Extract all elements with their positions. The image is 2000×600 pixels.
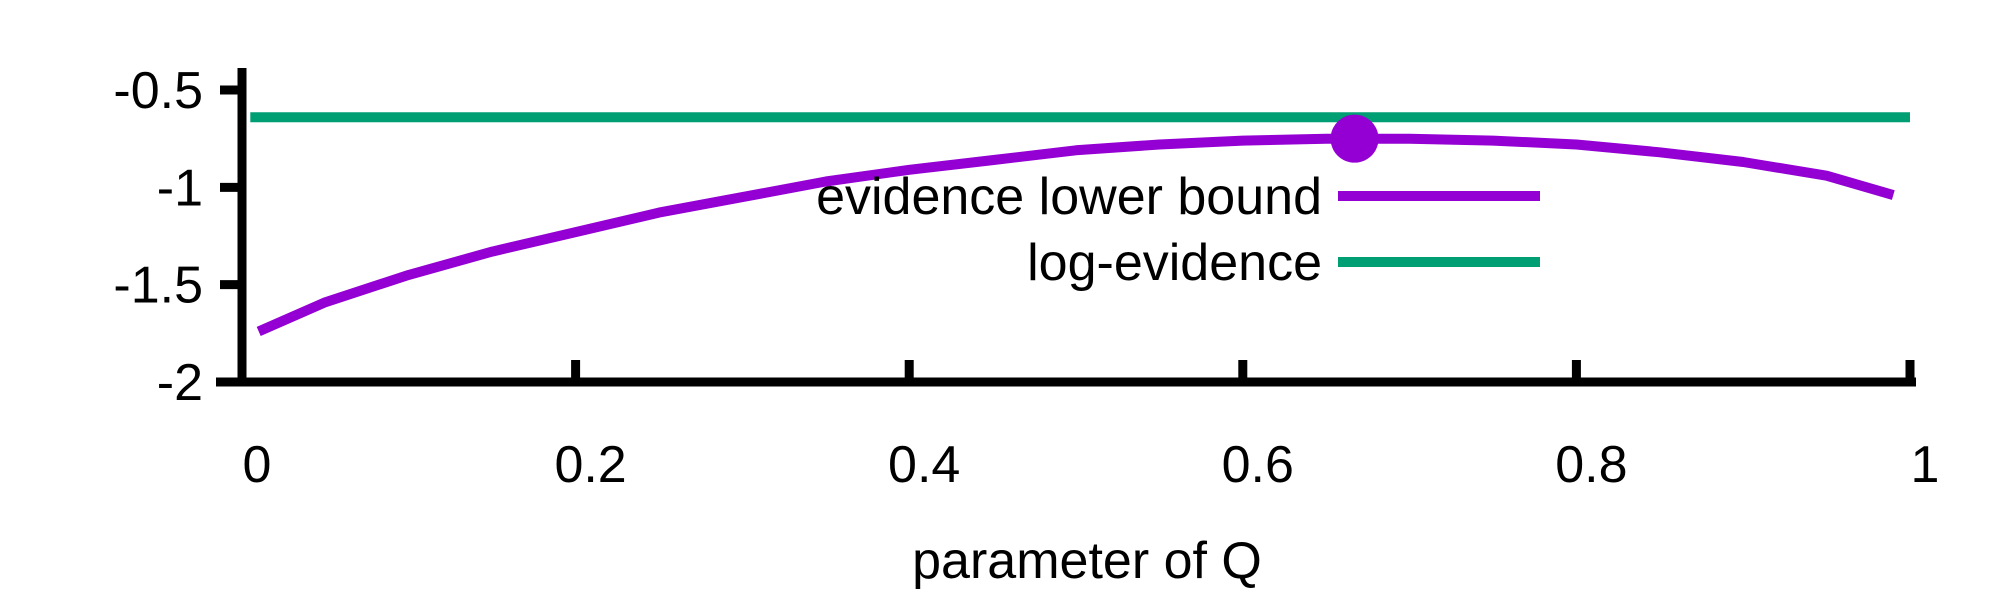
y-tick-label-3: -0.5 xyxy=(113,62,203,120)
marker-point-0 xyxy=(1330,114,1379,163)
series-line-evidence-lower-bound xyxy=(256,133,1895,336)
plot-lines xyxy=(250,112,1910,336)
axes xyxy=(216,68,1916,387)
legend-label-log-evidence: log-evidence xyxy=(1027,234,1322,292)
x-axis-title: parameter of Q xyxy=(912,532,1262,590)
x-tick-label-1: 0.2 xyxy=(554,436,626,494)
x-tick-label-0: 0 xyxy=(243,436,272,494)
y-tick-label-1: -1.5 xyxy=(113,257,203,315)
legend: evidence lower bound log-evidence xyxy=(816,168,1540,292)
x-tick-label-5: 1 xyxy=(1911,436,1940,494)
y-tick-label-2: -1 xyxy=(157,159,203,217)
y-tick-label-0: -2 xyxy=(157,354,203,412)
x-tick-label-4: 0.8 xyxy=(1555,436,1627,494)
legend-label-evidence-lower-bound: evidence lower bound xyxy=(816,168,1322,226)
x-tick-label-3: 0.6 xyxy=(1222,436,1294,494)
x-tick-label-2: 0.4 xyxy=(888,436,960,494)
ticks: 0 0.2 0.4 0.6 0.8 1 -2 -1.5 -1 -0.5 xyxy=(113,62,1939,494)
